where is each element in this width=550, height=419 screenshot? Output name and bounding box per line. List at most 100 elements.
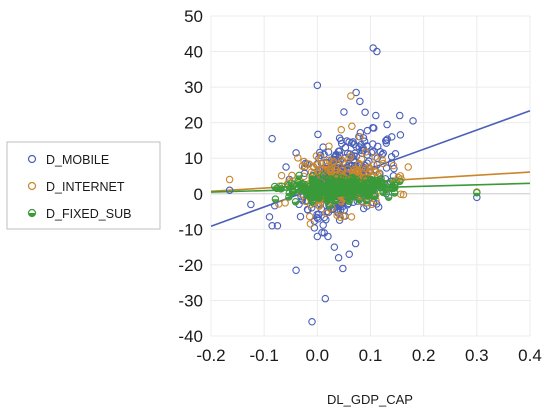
point-d-fixed-sub [379, 183, 387, 191]
point-d-mobile [268, 222, 276, 230]
data-points [225, 44, 481, 326]
point-d-mobile [373, 47, 381, 56]
point-d-fixed-sub [285, 193, 293, 201]
point-d-fixed-sub [291, 198, 300, 206]
y-tick-label: 40 [184, 43, 203, 62]
point-d-internet [317, 153, 325, 162]
legend-item-d-fixed-sub: D_FIXED_SUB [27, 207, 131, 221]
point-d-internet [356, 133, 364, 141]
point-d-fixed-sub [288, 188, 297, 196]
y-tick-label: -20 [178, 256, 203, 275]
point-d-fixed-sub [352, 175, 361, 184]
point-d-fixed-sub [277, 185, 285, 193]
point-d-mobile [265, 213, 274, 221]
point-d-mobile [324, 232, 332, 241]
point-d-internet [369, 161, 378, 169]
y-tick-label: 20 [184, 114, 203, 133]
point-d-internet [339, 212, 348, 220]
point-d-internet [325, 142, 333, 150]
legend-marker [27, 208, 37, 218]
point-d-fixed-sub [347, 184, 355, 193]
point-d-internet [281, 199, 289, 207]
point-d-internet [331, 162, 340, 171]
point-d-mobile [282, 163, 290, 171]
point-d-mobile [388, 133, 396, 141]
point-d-internet [294, 154, 302, 162]
point-d-internet [336, 213, 345, 222]
point-d-internet [329, 158, 337, 167]
point-d-mobile [409, 117, 417, 125]
point-d-mobile [376, 148, 385, 156]
point-d-mobile [292, 266, 300, 274]
point-d-mobile [310, 224, 319, 232]
point-d-mobile [396, 131, 405, 139]
point-d-fixed-sub [395, 177, 404, 186]
point-d-fixed-sub [331, 190, 340, 198]
point-d-mobile [372, 200, 381, 208]
legend-label: D_MOBILE [46, 153, 109, 167]
point-d-mobile [383, 120, 391, 129]
point-d-internet [291, 177, 299, 185]
point-d-internet [399, 190, 408, 199]
point-d-internet [361, 164, 370, 173]
point-d-fixed-sub [270, 182, 279, 191]
point-d-fixed-sub [315, 190, 323, 199]
point-d-fixed-sub [358, 186, 367, 195]
point-d-mobile [382, 136, 391, 145]
point-d-mobile [319, 221, 327, 229]
point-d-internet [312, 152, 321, 160]
point-d-internet [346, 152, 355, 161]
point-d-fixed-sub [473, 188, 481, 197]
point-d-mobile [356, 97, 364, 106]
point-d-mobile [296, 212, 305, 221]
point-d-fixed-sub [388, 184, 396, 193]
point-d-internet [288, 171, 296, 180]
point-d-internet [325, 156, 333, 164]
x-tick-label: -0.1 [250, 346, 279, 365]
point-d-mobile [370, 124, 378, 132]
point-d-fixed-sub [324, 181, 332, 190]
point-d-mobile [383, 135, 392, 143]
point-d-internet [396, 172, 405, 180]
point-d-mobile [334, 254, 343, 262]
point-d-mobile [313, 232, 322, 241]
point-d-fixed-sub [295, 171, 303, 180]
x-tick-label: 0.1 [359, 346, 383, 365]
point-d-fixed-sub [301, 184, 310, 193]
point-d-mobile [318, 228, 326, 237]
point-d-fixed-sub [384, 193, 393, 202]
point-d-internet [345, 154, 353, 163]
point-d-internet [361, 148, 370, 156]
y-tick-label: -10 [178, 220, 203, 239]
point-d-internet [378, 155, 386, 164]
point-d-mobile [313, 210, 321, 219]
point-d-internet [404, 163, 412, 171]
point-d-mobile [273, 222, 282, 230]
legend-item-d-mobile: D_MOBILE [27, 153, 109, 167]
point-d-mobile [225, 186, 234, 194]
point-d-fixed-sub [319, 171, 328, 179]
point-d-mobile [324, 148, 333, 156]
point-d-internet [372, 168, 380, 176]
point-d-mobile [363, 159, 371, 167]
point-d-internet [343, 165, 352, 173]
point-d-internet [305, 212, 314, 221]
point-d-fixed-sub [363, 180, 371, 189]
point-d-mobile [308, 318, 316, 326]
legend-marker [27, 154, 37, 164]
point-d-internet [368, 200, 376, 209]
point-d-mobile [247, 200, 255, 209]
y-tick-label: -40 [178, 327, 203, 346]
point-d-internet [337, 126, 346, 134]
point-d-mobile [337, 136, 345, 145]
point-d-internet [306, 220, 315, 228]
point-d-mobile [314, 130, 322, 139]
x-tick-label: 0.4 [518, 346, 542, 365]
point-d-mobile [387, 153, 396, 161]
point-d-mobile [359, 134, 368, 142]
point-d-internet [225, 175, 234, 184]
point-d-mobile [314, 215, 322, 223]
point-d-mobile [361, 108, 369, 116]
axes: -0.2 -0.1 0.0 0.1 0.2 0.3 0.4 50 40 30 20 10 0 -10 -20… [178, 7, 541, 407]
